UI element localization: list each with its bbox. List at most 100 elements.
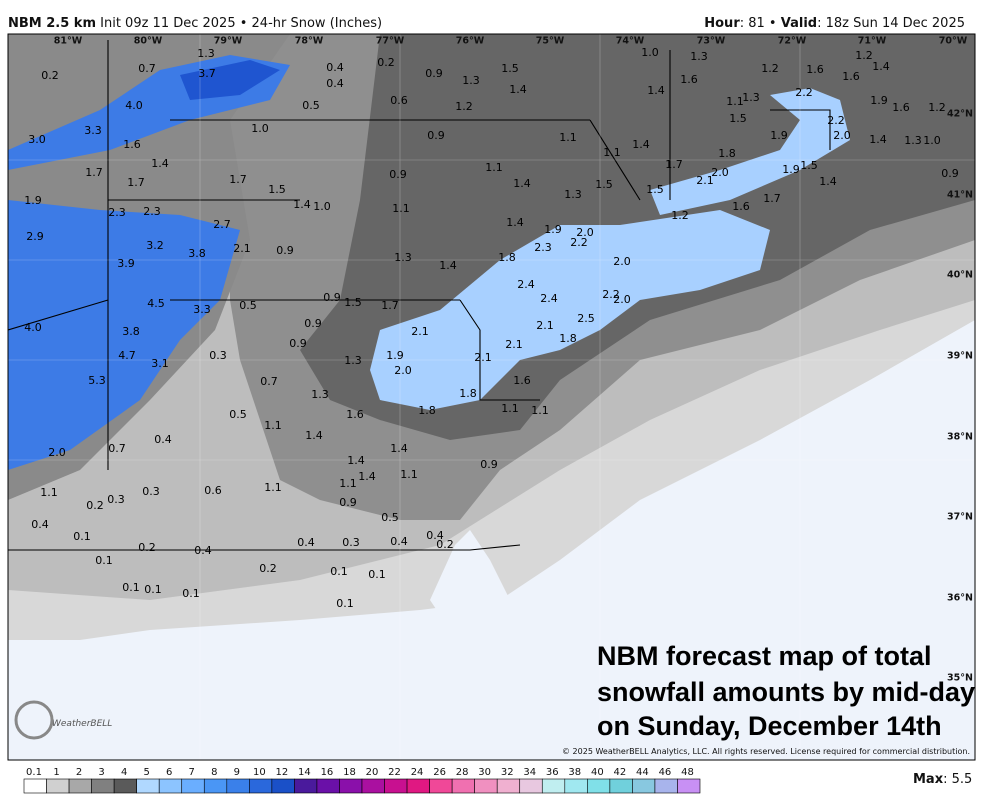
snow-amount-label: 1.1 [603, 146, 621, 159]
snow-amount-label: 0.5 [239, 299, 257, 312]
snow-amount-label: 1.9 [782, 163, 800, 176]
snow-amount-label: 1.8 [418, 404, 436, 417]
logo-icon [14, 700, 54, 740]
legend-tick-label: 16 [321, 767, 334, 778]
snow-amount-label: 1.3 [742, 91, 760, 104]
snow-amount-label: 1.4 [390, 442, 408, 455]
caption-line: NBM forecast map of total [597, 641, 932, 671]
snow-amount-label: 1.7 [381, 299, 399, 312]
snow-amount-label: 0.3 [107, 493, 125, 506]
snow-amount-label: 0.9 [427, 129, 445, 142]
snow-amount-label: 1.5 [268, 183, 286, 196]
legend-tick-label: 7 [189, 767, 195, 778]
snow-amount-label: 0.1 [336, 597, 354, 610]
latitude-label: 41°N [947, 190, 973, 201]
longitude-label: 72°W [778, 36, 807, 47]
snow-amount-label: 1.3 [197, 47, 215, 60]
snow-amount-label: 2.5 [577, 312, 595, 325]
longitude-label: 78°W [295, 36, 324, 47]
snow-amount-label: 1.6 [842, 70, 860, 83]
snow-amount-label: 2.1 [474, 351, 492, 364]
snow-amount-label: 1.6 [513, 374, 531, 387]
legend-tick-label: 8 [211, 767, 217, 778]
max-info: Max: 5.5 [913, 772, 972, 787]
snow-amount-label: 2.3 [143, 205, 161, 218]
snow-amount-label: 1.9 [24, 194, 42, 207]
header-left: NBM 2.5 km Init 09z 11 Dec 2025 • 24-hr … [8, 16, 382, 31]
snow-amount-label: 1.3 [462, 74, 480, 87]
snow-amount-label: 2.1 [233, 242, 251, 255]
legend-swatch [519, 778, 543, 794]
snow-amount-label: 2.2 [602, 288, 620, 301]
snow-amount-label: 1.1 [339, 477, 357, 490]
snow-amount-label: 2.7 [213, 218, 231, 231]
snow-amount-label: 2.4 [540, 292, 558, 305]
snow-amount-label: 1.9 [870, 94, 888, 107]
snow-amount-label: 0.1 [144, 583, 162, 596]
snow-amount-label: 2.0 [711, 166, 729, 179]
snow-amount-label: 1.7 [85, 166, 103, 179]
snow-amount-label: 1.1 [40, 486, 58, 499]
max-value: : 5.5 [943, 772, 972, 787]
legend-swatch [474, 778, 498, 794]
legend-tick-label: 14 [298, 767, 311, 778]
snow-amount-label: 1.6 [346, 408, 364, 421]
snow-amount-label: 0.5 [381, 511, 399, 524]
legend-swatch [677, 778, 701, 794]
map [7, 33, 976, 761]
legend-swatch [113, 778, 137, 794]
legend-swatch [249, 778, 273, 794]
snow-amount-label: 0.9 [304, 317, 322, 330]
snow-amount-label: 1.1 [501, 402, 519, 415]
snow-amount-label: 2.1 [505, 338, 523, 351]
model-name: NBM 2.5 km [8, 16, 96, 31]
snow-amount-label: 1.4 [513, 177, 531, 190]
map-frame [7, 33, 976, 761]
caption-line: snowfall amounts by mid-day [597, 677, 975, 707]
legend-tick-label: 34 [523, 767, 536, 778]
legend-tick-label: 42 [613, 767, 626, 778]
legend-swatch [587, 778, 611, 794]
snow-amount-label: 0.9 [480, 458, 498, 471]
latitude-label: 39°N [947, 351, 973, 362]
snow-amount-label: 0.4 [390, 535, 408, 548]
snow-amount-label: 1.4 [293, 198, 311, 211]
snow-amount-label: 0.2 [138, 541, 156, 554]
snow-amount-label: 2.1 [696, 174, 714, 187]
legend-swatch [541, 778, 566, 794]
snow-amount-label: 1.6 [806, 63, 824, 76]
snow-amount-label: 2.3 [534, 241, 552, 254]
legend-swatch [294, 778, 318, 794]
legend-swatch [429, 778, 453, 794]
snow-amount-label: 0.3 [142, 485, 160, 498]
snow-amount-label: 1.5 [595, 178, 613, 191]
max-key: Max [913, 772, 944, 787]
snow-amount-label: 1.6 [732, 200, 750, 213]
snow-amount-label: 4.0 [125, 99, 143, 112]
coastal-snow [370, 210, 770, 410]
snow-amount-label: 1.8 [498, 251, 516, 264]
snow-amount-label: 0.1 [368, 568, 386, 581]
legend-tick-label: 28 [456, 767, 469, 778]
legend-swatch [203, 778, 228, 794]
snow-amount-label: 0.4 [194, 544, 212, 557]
latitude-label: 36°N [947, 593, 973, 604]
legend-tick-label: 9 [234, 767, 240, 778]
snow-amount-label: 2.0 [613, 255, 631, 268]
snow-amount-label: 1.4 [347, 454, 365, 467]
caption-line: on Sunday, December 14th [597, 711, 942, 741]
snow-amount-label: 2.9 [26, 230, 44, 243]
snow-amount-label: 2.2 [570, 236, 588, 249]
hour-key: Hour [704, 16, 740, 31]
snow-amount-label: 3.8 [122, 325, 140, 338]
snow-amount-label: 3.9 [117, 257, 135, 270]
snow-amount-label: 0.9 [323, 291, 341, 304]
snow-amount-label: 1.7 [763, 192, 781, 205]
caption: NBM forecast map of total snowfall amount… [597, 641, 975, 741]
legend-tick-label: 5 [143, 767, 149, 778]
legend-swatch [384, 778, 408, 794]
west-snow [8, 200, 240, 470]
snow-amount-label: 1.4 [358, 470, 376, 483]
legend-swatch [406, 778, 430, 794]
snow-amount-label: 1.3 [344, 354, 362, 367]
